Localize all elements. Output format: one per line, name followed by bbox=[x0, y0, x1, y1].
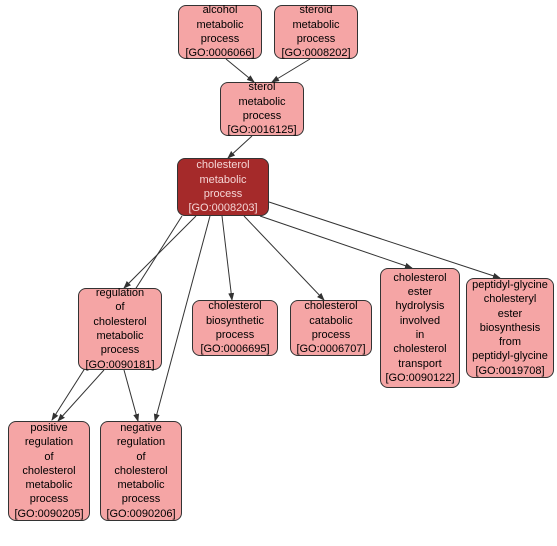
node-peptidyl[interactable]: peptidyl-glycine cholesteryl ester biosy… bbox=[466, 278, 554, 378]
edge bbox=[58, 370, 104, 421]
node-label: regulation of cholesterol metabolic proc… bbox=[85, 286, 154, 372]
node-label: sterol metabolic process [GO:0016125] bbox=[227, 80, 296, 137]
node-steroid[interactable]: steroid metabolic process [GO:0008202] bbox=[274, 5, 358, 59]
node-sterol[interactable]: sterol metabolic process [GO:0016125] bbox=[220, 82, 304, 136]
node-negative[interactable]: negative regulation of cholesterol metab… bbox=[100, 421, 182, 521]
node-label: negative regulation of cholesterol metab… bbox=[106, 421, 175, 521]
edge bbox=[269, 202, 500, 278]
edge bbox=[222, 216, 232, 300]
node-catabolic[interactable]: cholesterol catabolic process [GO:000670… bbox=[290, 300, 372, 356]
node-cholesterol[interactable]: cholesterol metabolic process [GO:000820… bbox=[177, 158, 269, 216]
node-positive[interactable]: positive regulation of cholesterol metab… bbox=[8, 421, 90, 521]
edge bbox=[244, 216, 324, 300]
node-label: alcohol metabolic process [GO:0006066] bbox=[185, 3, 254, 60]
node-biosynth[interactable]: cholesterol biosynthetic process [GO:000… bbox=[192, 300, 278, 356]
edge bbox=[124, 216, 196, 288]
node-label: cholesterol biosynthetic process [GO:000… bbox=[200, 299, 269, 356]
edge bbox=[226, 59, 254, 82]
node-label: cholesterol ester hydrolysis involved in… bbox=[385, 271, 454, 385]
node-label: cholesterol catabolic process [GO:000670… bbox=[296, 299, 365, 356]
node-label: peptidyl-glycine cholesteryl ester biosy… bbox=[472, 278, 548, 378]
edge bbox=[228, 136, 252, 158]
node-alcohol[interactable]: alcohol metabolic process [GO:0006066] bbox=[178, 5, 262, 59]
node-label: positive regulation of cholesterol metab… bbox=[14, 421, 83, 521]
edge bbox=[272, 59, 310, 82]
node-label: steroid metabolic process [GO:0008202] bbox=[281, 3, 350, 60]
node-label: cholesterol metabolic process [GO:000820… bbox=[188, 158, 257, 215]
edge bbox=[260, 216, 412, 268]
diagram-canvas: alcohol metabolic process [GO:0006066] st… bbox=[0, 0, 557, 546]
edge bbox=[124, 370, 138, 421]
node-ester[interactable]: cholesterol ester hydrolysis involved in… bbox=[380, 268, 460, 388]
node-regulation[interactable]: regulation of cholesterol metabolic proc… bbox=[78, 288, 162, 370]
